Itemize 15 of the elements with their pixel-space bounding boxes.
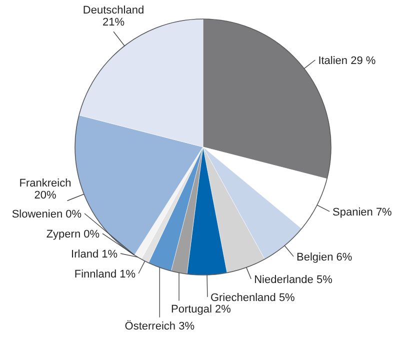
slice-label: Spanien 7% — [332, 206, 392, 218]
data-label: 21% — [102, 16, 125, 29]
slice-label: Niederlande 5% — [254, 274, 333, 286]
slice-label: Portugal 2% — [171, 304, 232, 316]
category-label: Slowenien 0% — [12, 208, 82, 221]
slice-label: Finnland 1% — [74, 268, 136, 281]
slice-label: Irland 1% — [71, 248, 118, 261]
slice-label: Italien 29 % — [318, 54, 376, 67]
slice-label: Griechenland 5% — [210, 292, 296, 304]
slice-label: Österreich 3% — [124, 319, 195, 332]
slice-label: Frankreich — [19, 178, 72, 190]
slice-label: Deutschland — [82, 4, 144, 17]
data-label: 20% — [34, 190, 56, 202]
category-label: Zypern 0% — [46, 228, 100, 241]
slice-label: Belgien 6% — [296, 251, 352, 264]
